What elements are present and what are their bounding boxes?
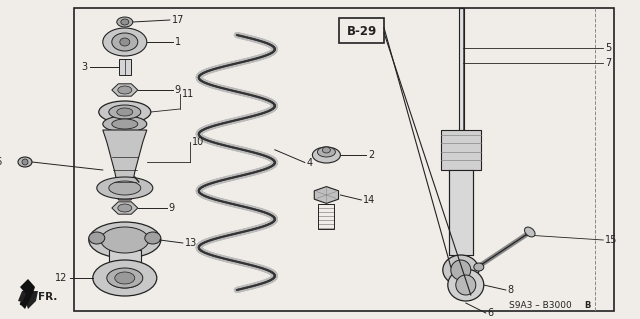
Text: 3: 3 [82, 62, 88, 72]
Ellipse shape [118, 86, 132, 94]
Text: FR.: FR. [38, 292, 58, 302]
Ellipse shape [22, 159, 28, 165]
Ellipse shape [115, 272, 135, 284]
Ellipse shape [109, 181, 141, 195]
Text: 7: 7 [605, 58, 611, 68]
Text: 9: 9 [169, 203, 175, 213]
Bar [109, 250, 141, 280]
Polygon shape [112, 202, 138, 214]
Ellipse shape [525, 227, 535, 237]
Bar [74, 8, 614, 311]
Ellipse shape [448, 269, 484, 301]
Ellipse shape [312, 147, 340, 163]
Ellipse shape [89, 232, 105, 244]
Ellipse shape [99, 101, 151, 123]
Text: 13: 13 [185, 238, 197, 248]
Text: S9A3 – B3000: S9A3 – B3000 [509, 300, 572, 309]
Text: 16: 16 [0, 157, 3, 167]
Ellipse shape [103, 28, 147, 56]
Ellipse shape [109, 272, 141, 288]
Ellipse shape [97, 177, 153, 199]
Ellipse shape [120, 38, 130, 46]
Ellipse shape [474, 263, 484, 271]
Bar [441, 130, 481, 170]
Bar [319, 204, 334, 229]
Ellipse shape [456, 275, 476, 295]
Ellipse shape [323, 147, 330, 153]
Bar [339, 18, 384, 43]
Text: B: B [584, 300, 591, 309]
Ellipse shape [112, 119, 138, 129]
Polygon shape [18, 291, 38, 309]
Bar [459, 8, 464, 130]
Bar [449, 170, 473, 255]
Polygon shape [103, 130, 147, 200]
Ellipse shape [451, 260, 471, 280]
Text: 12: 12 [56, 273, 68, 283]
Text: 15: 15 [605, 235, 618, 245]
Ellipse shape [117, 108, 133, 116]
Text: 9: 9 [175, 85, 181, 95]
Ellipse shape [109, 105, 141, 119]
Ellipse shape [118, 204, 132, 212]
Ellipse shape [117, 17, 133, 27]
Text: 1: 1 [175, 37, 181, 47]
Ellipse shape [145, 232, 161, 244]
Ellipse shape [443, 255, 479, 285]
Polygon shape [112, 84, 138, 96]
Ellipse shape [89, 222, 161, 258]
Text: 10: 10 [192, 137, 204, 147]
Text: 2: 2 [369, 150, 374, 160]
Text: 14: 14 [364, 195, 376, 205]
Text: 4: 4 [307, 158, 313, 167]
Ellipse shape [101, 227, 149, 253]
Polygon shape [314, 187, 339, 204]
Ellipse shape [112, 33, 138, 51]
Ellipse shape [18, 157, 32, 167]
Text: 11: 11 [182, 89, 194, 99]
Ellipse shape [93, 260, 157, 296]
Polygon shape [20, 279, 35, 309]
Text: B-29: B-29 [346, 25, 377, 38]
Ellipse shape [103, 116, 147, 132]
Ellipse shape [121, 19, 129, 25]
Text: 6: 6 [488, 308, 494, 318]
Bar [119, 59, 131, 75]
Ellipse shape [317, 147, 335, 157]
Ellipse shape [107, 268, 143, 288]
Text: 5: 5 [605, 43, 611, 53]
Text: 17: 17 [172, 15, 184, 25]
Text: 8: 8 [508, 285, 514, 295]
